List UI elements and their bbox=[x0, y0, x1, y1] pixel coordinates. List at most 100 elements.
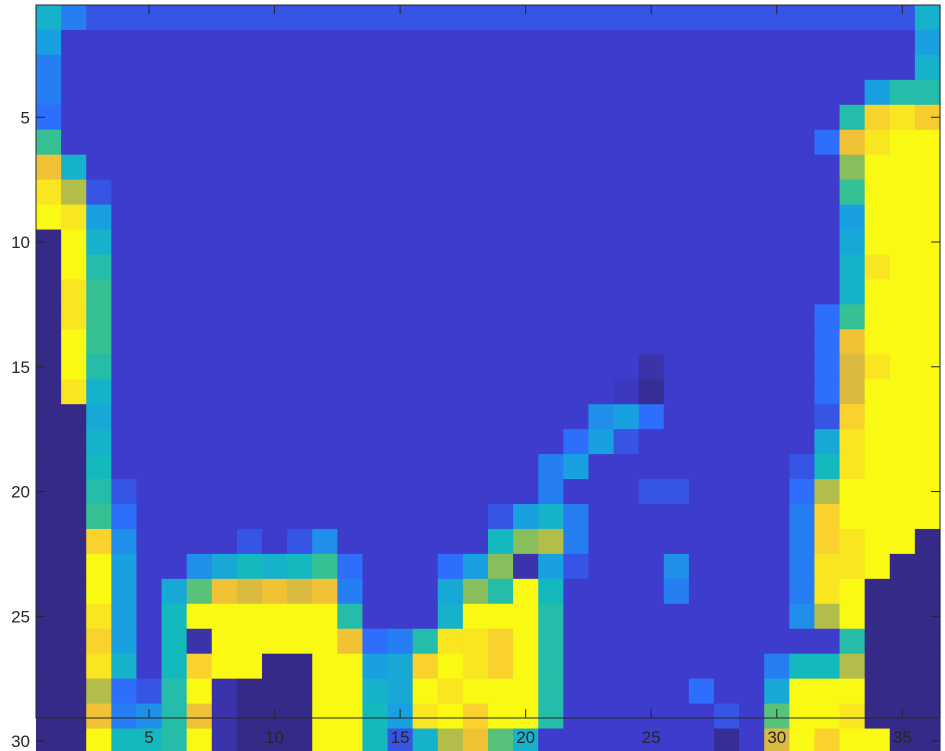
heatmap-cell bbox=[663, 304, 690, 330]
heatmap-cell bbox=[437, 29, 464, 56]
heatmap-cell bbox=[211, 79, 238, 106]
heatmap-cell bbox=[688, 628, 715, 655]
heatmap-cell bbox=[86, 254, 112, 281]
heatmap-cell bbox=[186, 129, 213, 156]
heatmap-cell bbox=[638, 653, 665, 680]
heatmap-cell bbox=[262, 254, 288, 281]
heatmap-cell bbox=[538, 653, 564, 680]
heatmap-cell bbox=[538, 479, 564, 505]
heatmap-cell bbox=[688, 5, 715, 31]
heatmap-cell bbox=[136, 104, 163, 131]
heatmap-cell bbox=[86, 29, 112, 56]
heatmap-cell bbox=[312, 329, 338, 355]
heatmap-cell bbox=[588, 304, 615, 330]
heatmap-cell bbox=[714, 454, 740, 480]
heatmap-cell bbox=[287, 154, 313, 181]
heatmap-cell bbox=[437, 578, 464, 605]
heatmap-cell bbox=[111, 504, 138, 530]
heatmap-cell bbox=[588, 528, 615, 555]
heatmap-cell bbox=[814, 678, 841, 705]
heatmap-cell bbox=[337, 578, 364, 605]
heatmap-cell bbox=[889, 454, 916, 480]
heatmap-cell bbox=[914, 29, 941, 56]
heatmap-cell bbox=[864, 229, 891, 256]
heatmap-cell bbox=[814, 728, 841, 751]
heatmap-cell bbox=[714, 404, 740, 430]
heatmap-cell bbox=[538, 129, 564, 156]
heatmap-cell bbox=[839, 254, 866, 281]
heatmap-cell bbox=[362, 404, 389, 430]
heatmap-cell bbox=[789, 154, 816, 181]
heatmap-cell bbox=[688, 404, 715, 430]
heatmap-cell bbox=[563, 653, 590, 680]
heatmap-cell bbox=[814, 379, 841, 405]
heatmap-cell bbox=[111, 379, 138, 405]
heatmap-cell bbox=[513, 179, 539, 206]
heatmap-cell bbox=[36, 703, 62, 730]
heatmap-cell bbox=[111, 304, 138, 330]
heatmap-cell bbox=[488, 653, 514, 680]
heatmap-cell bbox=[362, 479, 389, 505]
heatmap-cell bbox=[588, 329, 615, 355]
heatmap-cell bbox=[538, 628, 564, 655]
heatmap-cell bbox=[513, 129, 539, 156]
heatmap-cell bbox=[211, 179, 238, 206]
heatmap-cell bbox=[889, 504, 916, 530]
heatmap-cell bbox=[111, 79, 138, 106]
heatmap-cell bbox=[362, 329, 389, 355]
heatmap-cell bbox=[488, 728, 514, 751]
heatmap-cell bbox=[312, 129, 338, 156]
heatmap-cell bbox=[714, 479, 740, 505]
heatmap-cell bbox=[462, 528, 489, 555]
heatmap-cell bbox=[914, 578, 941, 605]
heatmap-cell bbox=[638, 678, 665, 705]
heatmap-cell bbox=[362, 528, 389, 555]
heatmap-cell bbox=[513, 678, 539, 705]
heatmap-cell bbox=[236, 304, 263, 330]
heatmap-cell bbox=[312, 354, 338, 380]
heatmap-cell bbox=[362, 354, 389, 380]
heatmap-cell bbox=[814, 479, 841, 505]
heatmap-cell bbox=[714, 5, 740, 31]
heatmap-cell bbox=[236, 678, 263, 705]
heatmap-cell bbox=[563, 54, 590, 81]
y-tick-label: 20 bbox=[11, 483, 30, 502]
heatmap-cell bbox=[287, 479, 313, 505]
heatmap-cell bbox=[688, 528, 715, 555]
heatmap-cell bbox=[412, 179, 439, 206]
heatmap-cell bbox=[563, 154, 590, 181]
heatmap-cell bbox=[764, 628, 790, 655]
heatmap-cell bbox=[714, 204, 740, 231]
heatmap-cell bbox=[312, 5, 338, 31]
x-tick-label: 25 bbox=[642, 728, 661, 747]
heatmap-cell bbox=[613, 454, 640, 480]
heatmap-cell bbox=[864, 404, 891, 430]
heatmap-cell bbox=[186, 104, 213, 131]
heatmap-cell bbox=[638, 229, 665, 256]
heatmap-cell bbox=[714, 54, 740, 81]
heatmap-cell bbox=[889, 728, 916, 751]
heatmap-cell bbox=[86, 454, 112, 480]
heatmap-cell bbox=[337, 354, 364, 380]
heatmap-cell bbox=[789, 179, 816, 206]
heatmap-cell bbox=[739, 603, 765, 630]
heatmap-cell bbox=[387, 54, 414, 81]
heatmap-cell bbox=[312, 254, 338, 281]
heatmap-cell bbox=[136, 354, 163, 380]
heatmap-cell bbox=[437, 504, 464, 530]
heatmap-cell bbox=[412, 528, 439, 555]
heatmap-cell bbox=[588, 154, 615, 181]
heatmap-cell bbox=[488, 279, 514, 305]
heatmap-cell bbox=[488, 5, 514, 31]
heatmap-cell bbox=[588, 179, 615, 206]
heatmap-cell bbox=[211, 29, 238, 56]
heatmap-cell bbox=[462, 254, 489, 281]
heatmap-cell bbox=[61, 603, 87, 630]
heatmap-cell bbox=[839, 279, 866, 305]
heatmap-cell bbox=[61, 154, 87, 181]
heatmap-cell bbox=[86, 104, 112, 131]
heatmap-cell bbox=[262, 154, 288, 181]
heatmap-cell bbox=[663, 279, 690, 305]
heatmap-cell bbox=[839, 429, 866, 455]
heatmap-cell bbox=[337, 229, 364, 256]
